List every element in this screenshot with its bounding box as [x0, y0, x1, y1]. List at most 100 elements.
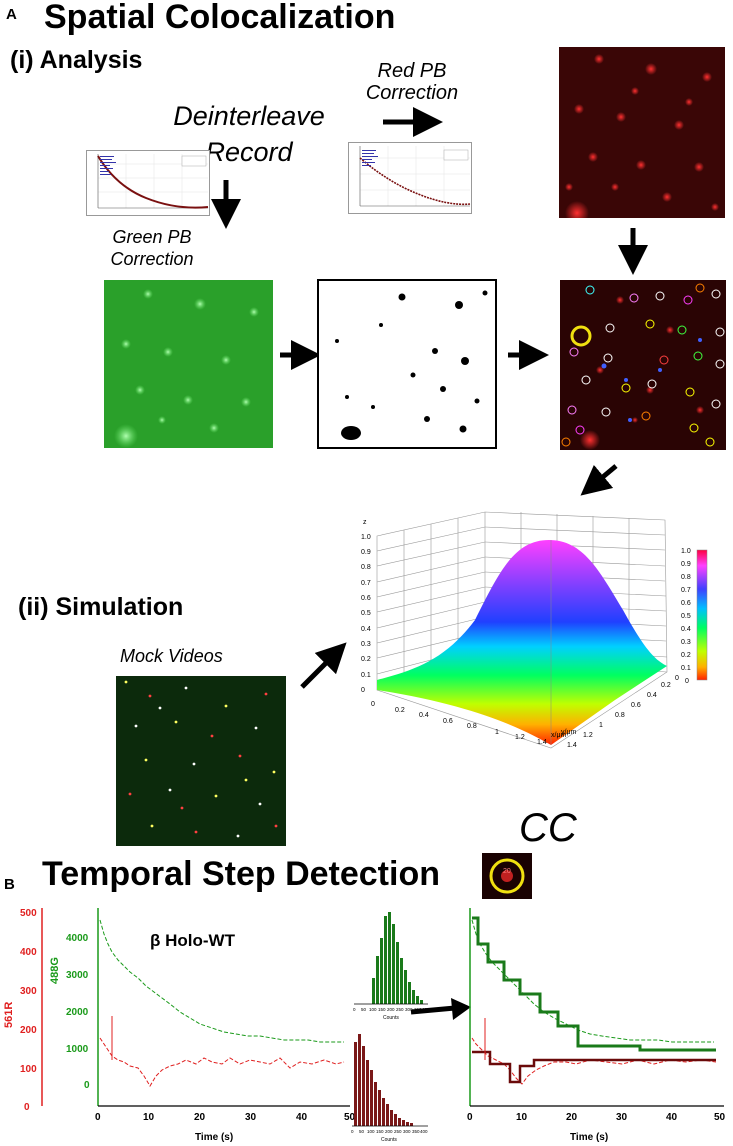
svg-text:0.5: 0.5 [361, 610, 371, 617]
green-axis-label: 488G [49, 957, 61, 984]
simulation-heading: (ii) Simulation [18, 593, 184, 621]
svg-text:0.3: 0.3 [361, 641, 371, 648]
svg-text:1.2: 1.2 [583, 732, 593, 739]
svg-text:0.2: 0.2 [395, 707, 405, 714]
svg-text:100: 100 [369, 1007, 377, 1012]
svg-text:20: 20 [503, 868, 511, 875]
svg-text:50: 50 [359, 1129, 365, 1134]
svg-text:1.0: 1.0 [361, 534, 371, 541]
svg-text:400: 400 [20, 947, 37, 958]
green-decay-plot [86, 150, 210, 216]
svg-text:100: 100 [20, 1064, 37, 1075]
svg-text:0: 0 [685, 678, 689, 685]
svg-text:0.4: 0.4 [419, 712, 429, 719]
cc-label: CC [519, 806, 577, 850]
svg-text:0.7: 0.7 [361, 580, 371, 587]
svg-text:30: 30 [616, 1112, 628, 1123]
panel-b-title: Temporal Step Detection [42, 855, 440, 893]
svg-text:200: 200 [20, 1025, 37, 1036]
red-pb-label: Red PB Correction [365, 60, 459, 104]
svg-text:2000: 2000 [66, 1007, 89, 1018]
svg-text:z: z [363, 519, 367, 526]
svg-text:0.4: 0.4 [361, 626, 371, 633]
svg-text:0.4: 0.4 [681, 626, 691, 633]
svg-text:200: 200 [385, 1129, 393, 1134]
red-axis-label: 561R [3, 1002, 15, 1028]
svg-text:0: 0 [95, 1112, 101, 1123]
svg-text:0.5: 0.5 [681, 613, 691, 620]
panel-b-arrow [410, 998, 471, 1020]
svg-text:0.6: 0.6 [681, 600, 691, 607]
svg-text:200: 200 [387, 1007, 395, 1012]
svg-text:500: 500 [20, 908, 37, 919]
binary-mask-image [317, 279, 497, 449]
svg-text:1: 1 [599, 722, 603, 729]
svg-text:0.8: 0.8 [681, 574, 691, 581]
svg-text:0.2: 0.2 [361, 656, 371, 663]
green-channel-image [104, 280, 273, 448]
svg-text:0.9: 0.9 [681, 561, 691, 568]
svg-text:10: 10 [516, 1112, 528, 1123]
svg-text:250: 250 [394, 1129, 402, 1134]
svg-text:40: 40 [296, 1112, 308, 1123]
svg-text:50: 50 [714, 1112, 726, 1123]
y-axis-ticks: 1.4 1.2 1 0.8 0.6 0.4 0.2 0 y/μm [561, 675, 679, 749]
svg-text:0: 0 [24, 1102, 30, 1113]
mock-videos-label: Mock Videos [120, 646, 223, 666]
red-channel-image [559, 47, 725, 218]
svg-text:1.2: 1.2 [515, 734, 525, 741]
colorbar-ticks: 1.0 0.9 0.8 0.7 0.6 0.5 0.4 0.3 0.2 0.1 … [681, 548, 691, 685]
svg-text:0.6: 0.6 [361, 595, 371, 602]
svg-text:0: 0 [353, 1007, 356, 1012]
svg-text:150: 150 [378, 1007, 386, 1012]
svg-text:150: 150 [376, 1129, 384, 1134]
panel-a-title: Spatial Colocalization [44, 0, 396, 36]
deinterleave-label: Deinterleave Record [173, 101, 325, 167]
svg-text:20: 20 [566, 1112, 578, 1123]
z-axis-ticks: z 0 0.1 0.2 0.3 0.4 0.5 0.6 0.7 0.8 0.9 … [361, 519, 371, 694]
svg-text:50: 50 [361, 1007, 367, 1012]
svg-text:1.4: 1.4 [567, 742, 577, 749]
svg-text:0: 0 [371, 701, 375, 708]
x-axis-ticks: 0 0.2 0.4 0.6 0.8 1 1.2 1.4 x/μm [371, 701, 566, 746]
panel-b-letter: B [4, 876, 15, 893]
red-decay-plot [348, 142, 472, 214]
svg-text:Counts: Counts [381, 1137, 397, 1143]
time-ticks: 0 10 20 30 40 50 [95, 1112, 356, 1123]
svg-text:0: 0 [84, 1080, 90, 1091]
svg-text:Counts: Counts [383, 1015, 399, 1021]
svg-text:300: 300 [403, 1129, 411, 1134]
green-axis-ticks: 0 1000 2000 3000 4000 [66, 933, 90, 1091]
svg-text:3000: 3000 [66, 970, 89, 981]
svg-text:0.4: 0.4 [647, 692, 657, 699]
analysis-heading: (i) Analysis [10, 46, 143, 74]
svg-text:50: 50 [344, 1112, 356, 1123]
svg-text:0.7: 0.7 [681, 587, 691, 594]
panel-a-letter: A [6, 6, 17, 23]
svg-text:0.9: 0.9 [361, 549, 371, 556]
time-axis-label: Time (s) [195, 1132, 233, 1143]
highlight-circle [570, 325, 592, 347]
svg-text:0.1: 0.1 [681, 665, 691, 672]
svg-text:4000: 4000 [66, 933, 89, 944]
red-axis-ticks: 0 100 200 300 400 500 [20, 908, 37, 1113]
svg-text:0: 0 [467, 1112, 473, 1123]
svg-text:x/μm: x/μm [551, 732, 566, 739]
svg-text:0: 0 [351, 1129, 354, 1134]
svg-text:100: 100 [367, 1129, 375, 1134]
svg-text:400: 400 [420, 1129, 428, 1134]
svg-text:0.1: 0.1 [361, 672, 371, 679]
svg-text:10: 10 [143, 1112, 155, 1123]
svg-text:0.8: 0.8 [467, 723, 477, 730]
step-fit-plot: 0 10 20 30 40 50 Time (s) [467, 908, 726, 1143]
fit-time-ticks: 0 10 20 30 40 50 [467, 1112, 726, 1123]
svg-text:0.8: 0.8 [361, 564, 371, 571]
panel-a-arrows [211, 107, 648, 689]
svg-text:1000: 1000 [66, 1044, 89, 1055]
cc-surface-plot: 1.0 0.9 0.8 0.7 0.6 0.5 0.4 0.3 0.2 0.1 … [361, 511, 708, 749]
svg-text:40: 40 [666, 1112, 678, 1123]
fit-time-axis-label: Time (s) [570, 1132, 608, 1143]
svg-text:y/μm: y/μm [561, 729, 576, 736]
svg-text:0.6: 0.6 [631, 702, 641, 709]
svg-text:1.4: 1.4 [537, 739, 547, 746]
